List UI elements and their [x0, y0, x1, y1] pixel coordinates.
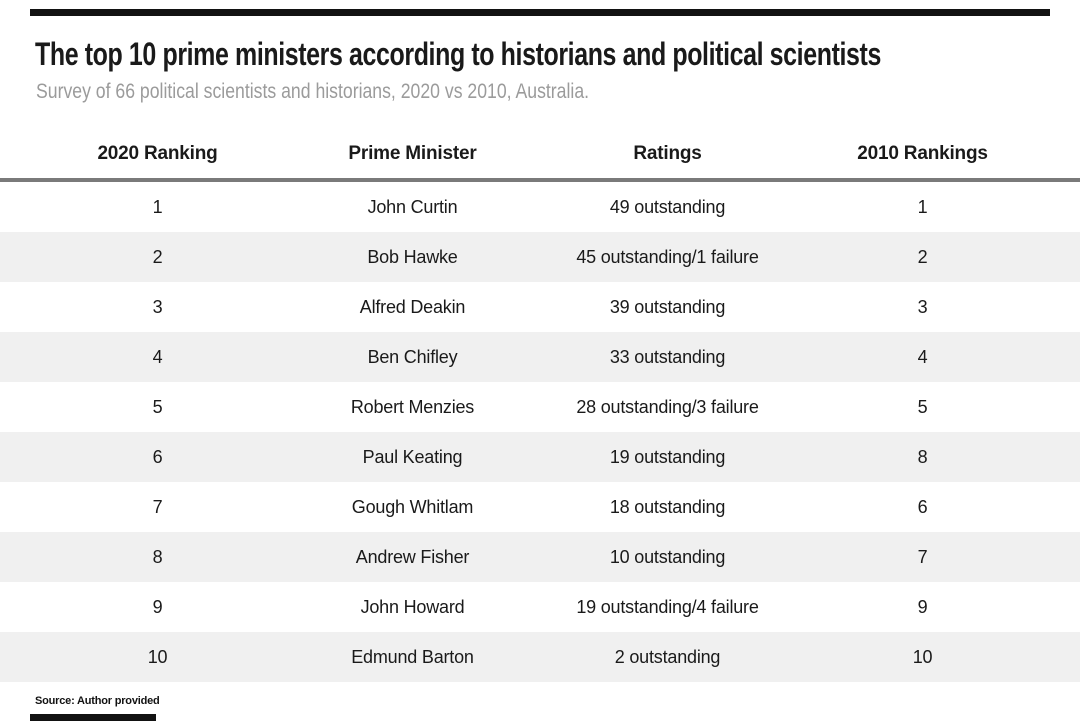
table-row: 7 Gough Whitlam 18 outstanding 6	[0, 482, 1080, 532]
cell-prime-minister: John Howard	[360, 596, 465, 617]
cell-rank-2010: 8	[917, 446, 928, 467]
table-header-row: 2020 Ranking Prime Minister Ratings 2010…	[0, 130, 1080, 178]
cell-ratings: 19 outstanding	[609, 446, 726, 467]
header-divider-rule	[0, 178, 1080, 182]
cell-rank-2010: 1	[917, 196, 928, 217]
cell-rank-2020: 1	[152, 196, 163, 217]
source-note: Source: Author provided	[35, 695, 160, 707]
chart-subtitle: Survey of 66 political scientists and hi…	[36, 80, 590, 103]
cell-rank-2020: 3	[152, 296, 163, 317]
chart-title: The top 10 prime ministers according to …	[35, 36, 881, 72]
table-row: 9 John Howard 19 outstanding/4 failure 9	[0, 582, 1080, 632]
cell-prime-minister: Andrew Fisher	[355, 546, 470, 567]
bottom-brand-bar	[30, 714, 156, 721]
cell-ratings: 39 outstanding	[609, 296, 726, 317]
cell-prime-minister: John Curtin	[367, 196, 458, 217]
cell-prime-minister: Ben Chifley	[367, 346, 458, 367]
cell-rank-2020: 10	[147, 646, 168, 667]
cell-rank-2010: 9	[917, 596, 928, 617]
cell-rank-2010: 7	[917, 546, 928, 567]
table-row: 10 Edmund Barton 2 outstanding 10	[0, 632, 1080, 682]
table-row: 8 Andrew Fisher 10 outstanding 7	[0, 532, 1080, 582]
table-row: 5 Robert Menzies 28 outstanding/3 failur…	[0, 382, 1080, 432]
cell-rank-2020: 2	[152, 246, 163, 267]
cell-prime-minister: Paul Keating	[362, 446, 463, 467]
cell-rank-2010: 2	[917, 246, 928, 267]
cell-ratings: 2 outstanding	[614, 646, 721, 667]
cell-ratings: 45 outstanding/1 failure	[576, 246, 759, 267]
cell-rank-2020: 8	[152, 546, 163, 567]
cell-prime-minister: Alfred Deakin	[359, 296, 466, 317]
cell-rank-2010: 4	[917, 346, 928, 367]
cell-ratings: 33 outstanding	[609, 346, 726, 367]
table-row: 3 Alfred Deakin 39 outstanding 3	[0, 282, 1080, 332]
cell-rank-2010: 5	[917, 396, 928, 417]
cell-prime-minister: Bob Hawke	[367, 246, 458, 267]
cell-prime-minister: Edmund Barton	[351, 646, 474, 667]
table-row: 4 Ben Chifley 33 outstanding 4	[0, 332, 1080, 382]
column-header-prime-minister: Prime Minister	[348, 143, 477, 164]
top-brand-bar	[30, 9, 1050, 16]
cell-rank-2020: 6	[152, 446, 163, 467]
cell-ratings: 18 outstanding	[609, 496, 726, 517]
cell-rank-2020: 7	[152, 496, 163, 517]
cell-ratings: 19 outstanding/4 failure	[576, 596, 759, 617]
cell-prime-minister: Robert Menzies	[350, 396, 475, 417]
table-row: 6 Paul Keating 19 outstanding 8	[0, 432, 1080, 482]
column-header-ratings: Ratings	[633, 143, 702, 164]
cell-ratings: 28 outstanding/3 failure	[576, 396, 759, 417]
cell-ratings: 49 outstanding	[609, 196, 726, 217]
cell-rank-2020: 9	[152, 596, 163, 617]
table-row: 1 John Curtin 49 outstanding 1	[0, 182, 1080, 232]
cell-rank-2020: 5	[152, 396, 163, 417]
table-row: 2 Bob Hawke 45 outstanding/1 failure 2	[0, 232, 1080, 282]
cell-rank-2020: 4	[152, 346, 163, 367]
column-header-2010-rankings: 2010 Rankings	[857, 143, 988, 164]
rankings-table: 2020 Ranking Prime Minister Ratings 2010…	[0, 130, 1080, 682]
cell-prime-minister: Gough Whitlam	[351, 496, 474, 517]
cell-rank-2010: 6	[917, 496, 928, 517]
column-header-2020-ranking: 2020 Ranking	[97, 143, 218, 164]
cell-rank-2010: 3	[917, 296, 928, 317]
cell-ratings: 10 outstanding	[609, 546, 726, 567]
cell-rank-2010: 10	[912, 646, 933, 667]
